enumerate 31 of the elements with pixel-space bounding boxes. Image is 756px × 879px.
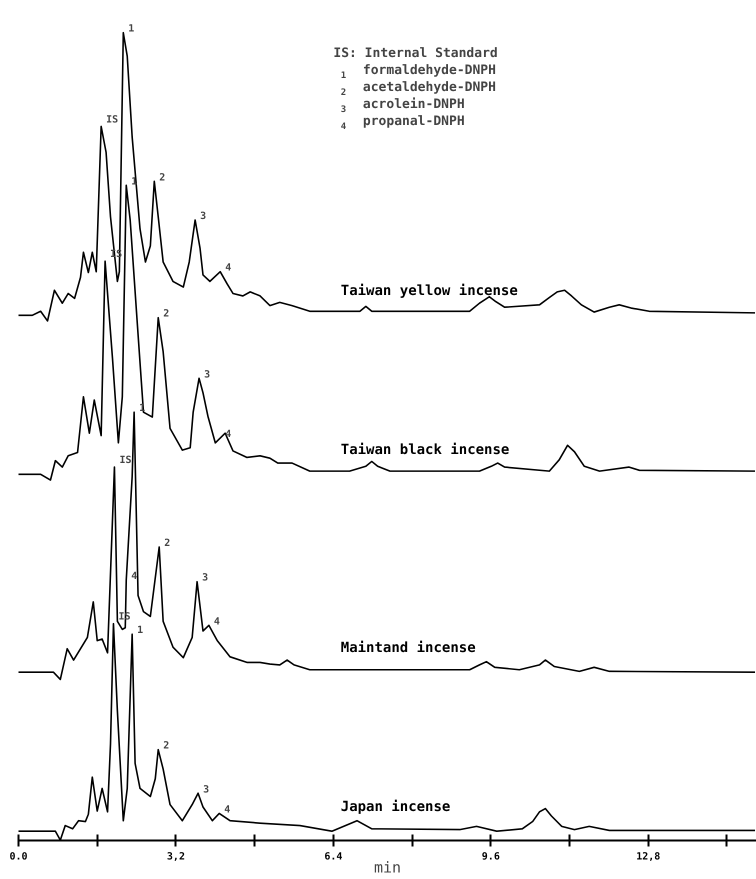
series-label: Taiwan yellow incense	[340, 283, 518, 300]
annotation: 2	[164, 538, 170, 550]
annotation: 3	[203, 784, 210, 796]
series-label: Maintand incense	[340, 640, 476, 656]
annotation: 1	[137, 625, 144, 636]
annotation: IS: Internal Standard	[333, 46, 498, 61]
annotation: 4	[214, 616, 220, 628]
annotation: 4	[225, 262, 232, 274]
x-tick-label: 6.4	[324, 852, 342, 862]
x-tick-label: 0.0	[9, 852, 28, 862]
annotation: 3	[202, 572, 208, 584]
annotation: 2	[159, 172, 166, 184]
series-label: Taiwan black incense	[340, 442, 510, 458]
annotation: 3	[200, 211, 206, 222]
x-axis-title: min	[374, 858, 402, 876]
text: 1 formaldehyde-DNPH	[340, 62, 496, 81]
text: 2 acetaldehyde-DNPH	[340, 80, 496, 98]
text: 3 acrolein-DNPH	[340, 96, 465, 115]
annotation: 1	[128, 24, 134, 35]
annotation: 2	[163, 308, 170, 320]
x-tick-label: 3,2	[166, 852, 185, 862]
series-label: Japan incense	[340, 799, 450, 816]
annotation: 3	[204, 369, 210, 380]
x-tick-label: 9.6	[482, 852, 500, 862]
annotation: IS	[119, 455, 132, 466]
annotation: 4	[224, 804, 230, 816]
annotation: 4	[131, 571, 138, 582]
text: 4 propanal-DNPH	[340, 114, 465, 132]
x-tick-label: 12,8	[636, 852, 660, 862]
annotation: 2	[163, 740, 170, 752]
annotation: IS	[106, 114, 118, 126]
